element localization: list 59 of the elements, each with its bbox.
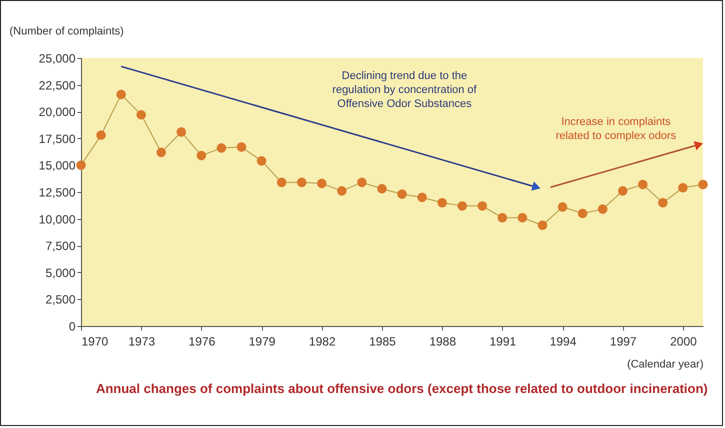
annotation: Declining trend due to the regulation by concentration of Offensive Odor Substances: [332, 70, 478, 110]
y-axis-title: (Number of complaints): [10, 26, 124, 38]
point: [256, 156, 266, 166]
point: [296, 178, 306, 188]
x-tick-label: 1982: [308, 334, 336, 348]
point: [658, 198, 668, 208]
point: [357, 178, 367, 188]
point: [136, 110, 146, 120]
y-tick-label: 0: [68, 320, 76, 334]
x-tick-label: 2000: [670, 334, 698, 348]
point: [216, 143, 226, 153]
x-tick-label: 1994: [550, 334, 577, 348]
point: [317, 178, 327, 188]
x-axis-title: (Calendar year): [627, 358, 704, 370]
y-tick-label: 17,500: [38, 132, 76, 146]
annotation: Increase in complaints related to complex odors: [556, 116, 677, 142]
y-tick-label: 20,000: [38, 105, 76, 120]
point: [558, 202, 568, 212]
point: [236, 142, 246, 152]
y-tick-label: 7,500: [45, 239, 76, 254]
y-tick-label: 22,500: [38, 78, 76, 92]
y-tick-label: 5,000: [45, 266, 76, 280]
y-tick-label: 15,000: [38, 158, 76, 173]
x-tick-label: 1988: [429, 334, 456, 348]
point: [578, 208, 588, 218]
point: [156, 148, 166, 158]
y-tick-label: 2,500: [45, 292, 76, 307]
point: [518, 212, 528, 222]
y-tick-label: 10,000: [38, 212, 76, 226]
x-tick-label: 1985: [369, 334, 396, 348]
point: [417, 192, 427, 202]
x-tick-label: 1997: [610, 334, 637, 348]
point: [397, 189, 407, 199]
point: [276, 178, 286, 188]
point: [116, 90, 126, 100]
x-tick-label: 1976: [188, 334, 216, 348]
x-tick-label: 1970: [82, 334, 109, 348]
point: [638, 180, 648, 190]
point: [76, 160, 86, 170]
point: [678, 182, 688, 192]
point: [176, 127, 186, 137]
y-tick-label: 25,000: [38, 52, 76, 66]
point: [337, 186, 347, 196]
point: [698, 180, 708, 190]
y-tick-label: 12,500: [38, 186, 76, 200]
point: [437, 198, 447, 208]
point: [196, 150, 206, 160]
point: [498, 212, 508, 222]
point: [618, 186, 628, 196]
x-tick-label: 1979: [248, 334, 276, 348]
point: [478, 201, 488, 211]
point: [457, 201, 467, 211]
point: [538, 220, 548, 230]
point: [96, 130, 106, 140]
point: [598, 204, 608, 214]
x-tick-label: 1973: [128, 334, 156, 348]
point: [377, 184, 387, 194]
text: Annual changes of complaints about offensive odors (except those related to outdoor incineration): [96, 381, 708, 396]
x-tick-label: 1991: [490, 334, 517, 348]
